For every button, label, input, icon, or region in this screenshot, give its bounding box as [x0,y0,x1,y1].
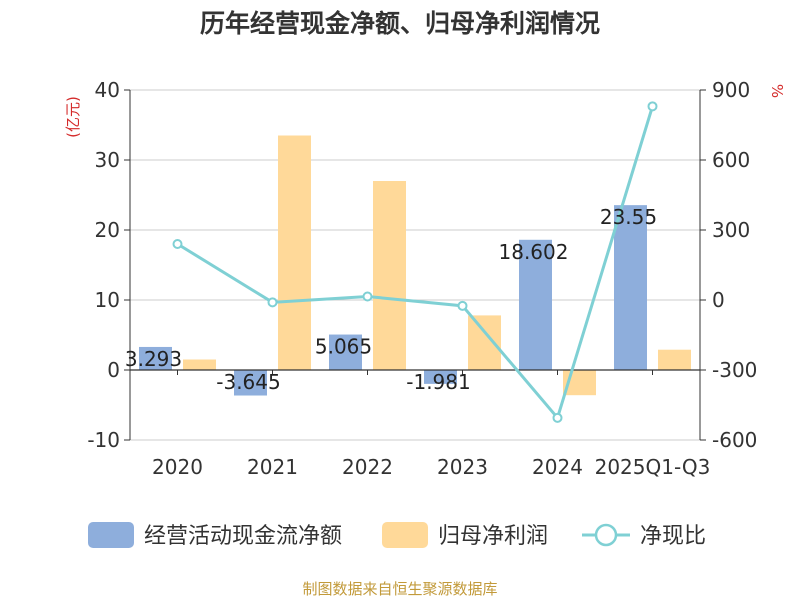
axes: -10 0 10 20 30 40 -600 -300 0 300 600 900 2020 2021 20… [87,78,757,479]
ratio-point-2020 [172,239,183,249]
bar-series-1-2021 [234,370,267,396]
bar-series-1-2020 [139,346,172,370]
legend-label: 归母净利润 [438,524,548,549]
bar-value-label: 3.293 [125,347,182,371]
right-tick-label: 600 [712,148,750,172]
category-label: 2024 [532,455,583,479]
bar-series-1-2022 [329,334,362,370]
bar-series-1-2025Q1-Q3 [614,205,647,370]
category-label: 2023 [437,455,488,479]
data-labels: 3.293 -3.645 5.065 -1.981 18.602 23.55 [125,205,657,394]
category-label: 2022 [342,455,393,479]
right-tick-label: 0 [712,288,725,312]
bar-series-2-2022 [373,181,406,370]
right-axis-unit: % [768,84,786,98]
left-tick-label: 20 [95,218,120,242]
bar-value-label: -3.645 [216,370,280,394]
chart-title: 历年经营现金净额、归母净利润情况 [200,9,600,38]
legend-label: 经营活动现金流净额 [144,524,342,549]
bar-series-2-2020 [183,359,216,370]
left-tick-label: 30 [95,148,120,172]
bar-value-label: -1.981 [406,370,470,394]
legend-marker [594,523,618,547]
legend-swatch [382,522,428,548]
source-note: 制图数据来自恒生聚源数据库 [302,580,497,598]
bar-series-2-2023 [468,315,501,370]
ratio-point-2023 [457,300,468,311]
ratio-point-2024 [552,412,563,423]
ratio-point-2022 [362,291,373,302]
bar-series-2-2025Q1-Q3 [658,349,691,370]
left-tick-label: 10 [95,288,120,312]
left-axis-unit: (亿元) [64,96,82,138]
ratio-line-series [172,101,658,423]
bar-value-label: 18.602 [499,240,569,264]
ratio-line [176,105,654,421]
left-tick-label: 0 [107,358,120,382]
bar-series-1-2023 [424,370,457,384]
bar-value-label: 23.55 [600,205,657,229]
legend-label: 净现比 [640,524,706,549]
category-label: 2021 [247,455,298,479]
bar-series-2-2021 [278,135,311,370]
category-label: 2025Q1-Q3 [595,455,711,479]
ratio-point-2021 [267,297,278,308]
left-tick-label: -10 [87,428,120,452]
right-tick-label: -300 [712,358,757,382]
category-label: 2020 [152,455,203,479]
right-tick-label: -600 [712,428,757,452]
bars [139,135,691,396]
ratio-point-2025Q1-Q3 [647,101,658,112]
right-tick-label: 900 [712,78,750,102]
bar-value-label: 5.065 [315,335,372,359]
legend-swatch [88,522,134,548]
right-tick-label: 300 [712,218,750,242]
bar-series-1-2024 [519,239,552,370]
legend: 经营活动现金流净额 归母净利润 净现比 [88,522,706,549]
left-tick-label: 40 [95,78,120,102]
